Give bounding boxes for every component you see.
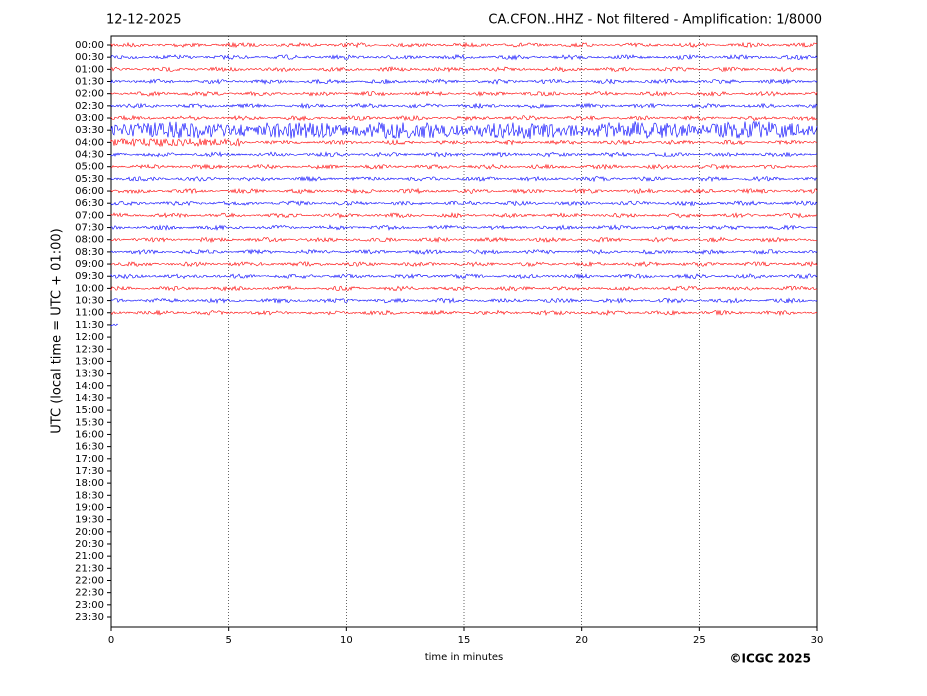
trace xyxy=(110,236,818,244)
y-tick-label: 13:00 xyxy=(75,356,104,367)
y-axis-label: UTC (local time = UTC + 01:00) xyxy=(50,228,65,433)
y-tick-label: 18:00 xyxy=(75,478,104,489)
trace xyxy=(110,137,818,148)
trace xyxy=(110,248,818,256)
y-tick-label: 10:30 xyxy=(75,296,104,307)
trace xyxy=(110,175,818,183)
y-tick-label: 13:30 xyxy=(75,369,104,380)
trace xyxy=(110,187,818,195)
y-tick-label: 09:00 xyxy=(75,259,104,270)
trace xyxy=(110,323,119,327)
y-tick-label: 04:30 xyxy=(75,150,104,161)
trace xyxy=(110,102,818,110)
x-tick-label: 30 xyxy=(811,635,824,646)
station-title: CA.CFON..HHZ - Not filtered - Amplificat… xyxy=(488,13,822,28)
x-tick-label: 20 xyxy=(575,635,588,646)
trace xyxy=(110,224,818,231)
y-tick-label: 02:30 xyxy=(75,101,104,112)
y-tick-label: 23:30 xyxy=(75,612,104,623)
trace xyxy=(110,53,818,61)
y-tick-label: 16:00 xyxy=(75,429,104,440)
y-tick-label: 21:00 xyxy=(75,551,104,562)
y-tick-label: 00:00 xyxy=(75,40,104,51)
y-tick-label: 15:30 xyxy=(75,417,104,428)
trace xyxy=(110,114,818,122)
y-tick-label: 10:00 xyxy=(75,283,104,294)
y-tick-label: 03:30 xyxy=(75,125,104,136)
y-tick-label: 20:30 xyxy=(75,539,104,550)
trace xyxy=(110,65,818,73)
y-tick-label: 21:30 xyxy=(75,563,104,574)
y-tick-label: 07:30 xyxy=(75,223,104,234)
trace xyxy=(110,120,818,140)
y-tick-label: 19:30 xyxy=(75,515,104,526)
y-tick-label: 06:00 xyxy=(75,186,104,197)
trace xyxy=(110,285,818,292)
y-tick-label: 08:00 xyxy=(75,235,104,246)
y-tick-label: 22:30 xyxy=(75,588,104,599)
x-tick-label: 25 xyxy=(693,635,706,646)
trace xyxy=(110,151,818,158)
y-tick-label: 17:00 xyxy=(75,454,104,465)
date-title: 12-12-2025 xyxy=(106,13,182,28)
y-tick-label: 15:00 xyxy=(75,405,104,416)
plot-frame xyxy=(110,35,818,628)
x-tick-label: 15 xyxy=(458,635,471,646)
y-tick-label: 18:30 xyxy=(75,490,104,501)
trace xyxy=(110,212,818,219)
y-tick-label: 01:00 xyxy=(75,64,104,75)
y-tick-label: 05:00 xyxy=(75,162,104,173)
trace xyxy=(110,41,818,49)
copyright: ©ICGC 2025 xyxy=(729,652,811,666)
y-tick-label: 17:30 xyxy=(75,466,104,477)
y-tick-label: 07:00 xyxy=(75,210,104,221)
trace xyxy=(110,78,818,85)
trace xyxy=(110,309,818,317)
y-tick-label: 00:30 xyxy=(75,52,104,63)
y-tick-label: 12:30 xyxy=(75,344,104,355)
y-tick-label: 23:00 xyxy=(75,600,104,611)
y-tick-label: 22:00 xyxy=(75,575,104,586)
x-tick-label: 10 xyxy=(340,635,353,646)
y-tick-label: 02:00 xyxy=(75,89,104,100)
y-tick-label: 14:00 xyxy=(75,381,104,392)
y-tick-label: 11:00 xyxy=(75,308,104,319)
trace xyxy=(110,90,818,97)
x-tick-label: 0 xyxy=(108,635,114,646)
y-tick-label: 16:30 xyxy=(75,442,104,453)
y-tick-label: 01:30 xyxy=(75,77,104,88)
y-tick-label: 03:00 xyxy=(75,113,104,124)
trace xyxy=(110,273,818,280)
trace xyxy=(110,297,818,304)
trace xyxy=(110,200,818,207)
y-tick-label: 11:30 xyxy=(75,320,104,331)
x-tick-label: 5 xyxy=(225,635,231,646)
y-tick-label: 19:00 xyxy=(75,502,104,513)
y-tick-label: 06:30 xyxy=(75,198,104,209)
y-tick-label: 09:30 xyxy=(75,271,104,282)
y-tick-label: 04:00 xyxy=(75,137,104,148)
y-tick-label: 20:00 xyxy=(75,527,104,538)
y-tick-label: 08:30 xyxy=(75,247,104,258)
x-axis-label: time in minutes xyxy=(425,652,504,663)
trace xyxy=(110,260,818,268)
trace xyxy=(110,163,818,171)
y-tick-label: 05:30 xyxy=(75,174,104,185)
y-tick-label: 12:00 xyxy=(75,332,104,343)
y-tick-label: 14:30 xyxy=(75,393,104,404)
